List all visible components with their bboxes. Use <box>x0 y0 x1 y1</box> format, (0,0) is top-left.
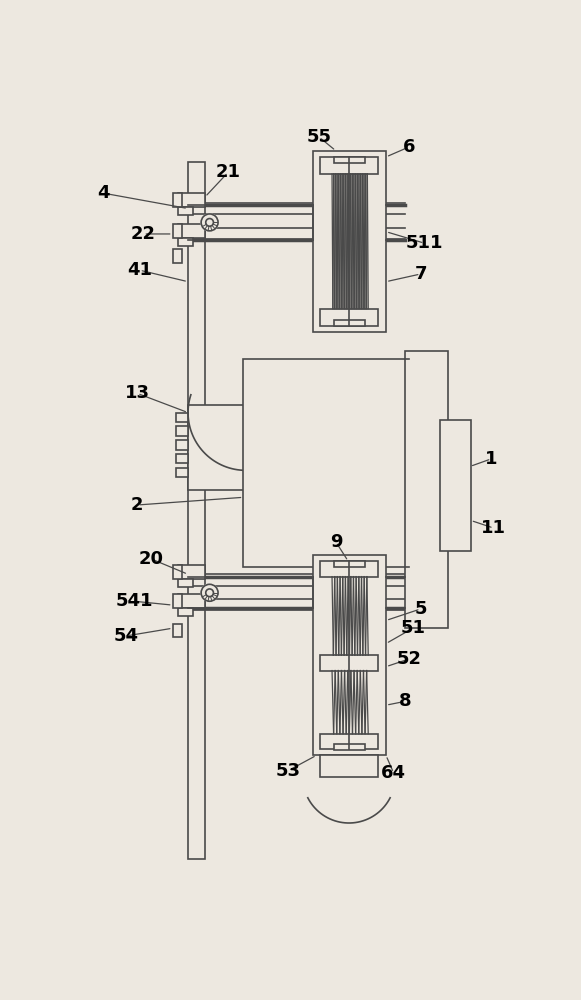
FancyBboxPatch shape <box>321 561 378 577</box>
Circle shape <box>201 214 218 231</box>
FancyBboxPatch shape <box>178 224 205 238</box>
FancyBboxPatch shape <box>405 351 447 628</box>
FancyBboxPatch shape <box>177 454 188 463</box>
Text: 51: 51 <box>400 619 425 637</box>
FancyBboxPatch shape <box>313 555 386 755</box>
Text: 53: 53 <box>275 762 300 780</box>
Text: 64: 64 <box>381 764 406 782</box>
Text: 8: 8 <box>399 692 411 710</box>
FancyBboxPatch shape <box>178 193 205 207</box>
FancyBboxPatch shape <box>321 734 378 749</box>
FancyBboxPatch shape <box>243 359 409 567</box>
Text: 41: 41 <box>127 261 152 279</box>
Text: 52: 52 <box>396 650 422 668</box>
FancyBboxPatch shape <box>321 655 378 671</box>
FancyBboxPatch shape <box>178 608 193 616</box>
Text: 5: 5 <box>414 600 427 618</box>
FancyBboxPatch shape <box>334 561 365 567</box>
FancyBboxPatch shape <box>173 193 182 207</box>
FancyBboxPatch shape <box>178 594 205 608</box>
FancyBboxPatch shape <box>321 755 378 777</box>
FancyBboxPatch shape <box>321 157 378 174</box>
FancyBboxPatch shape <box>173 224 182 238</box>
Text: 511: 511 <box>406 234 443 252</box>
FancyBboxPatch shape <box>188 162 205 859</box>
FancyBboxPatch shape <box>173 594 182 608</box>
Text: 541: 541 <box>116 592 153 610</box>
Text: 6: 6 <box>403 138 415 156</box>
Text: 13: 13 <box>125 384 150 402</box>
Text: 22: 22 <box>131 225 156 243</box>
Text: 54: 54 <box>114 627 139 645</box>
Text: 1: 1 <box>485 450 498 468</box>
FancyBboxPatch shape <box>177 426 188 436</box>
Text: 4: 4 <box>97 184 110 202</box>
Circle shape <box>201 584 218 601</box>
FancyBboxPatch shape <box>334 157 365 163</box>
FancyBboxPatch shape <box>177 413 188 422</box>
FancyBboxPatch shape <box>178 565 205 579</box>
FancyBboxPatch shape <box>440 420 471 551</box>
FancyBboxPatch shape <box>313 151 386 332</box>
FancyBboxPatch shape <box>178 207 193 215</box>
Text: 21: 21 <box>216 163 241 181</box>
FancyBboxPatch shape <box>321 309 378 326</box>
Text: 2: 2 <box>131 496 144 514</box>
Text: 11: 11 <box>481 519 506 537</box>
FancyBboxPatch shape <box>334 320 365 326</box>
FancyBboxPatch shape <box>173 624 182 637</box>
FancyBboxPatch shape <box>188 405 246 490</box>
Text: 9: 9 <box>329 533 342 551</box>
FancyBboxPatch shape <box>177 468 188 477</box>
FancyBboxPatch shape <box>178 579 193 587</box>
FancyBboxPatch shape <box>173 565 182 579</box>
FancyBboxPatch shape <box>178 238 193 246</box>
FancyBboxPatch shape <box>173 249 182 263</box>
FancyBboxPatch shape <box>334 744 365 750</box>
FancyBboxPatch shape <box>177 440 188 450</box>
Text: 20: 20 <box>139 550 164 568</box>
Text: 7: 7 <box>414 265 427 283</box>
Text: 55: 55 <box>306 128 331 146</box>
